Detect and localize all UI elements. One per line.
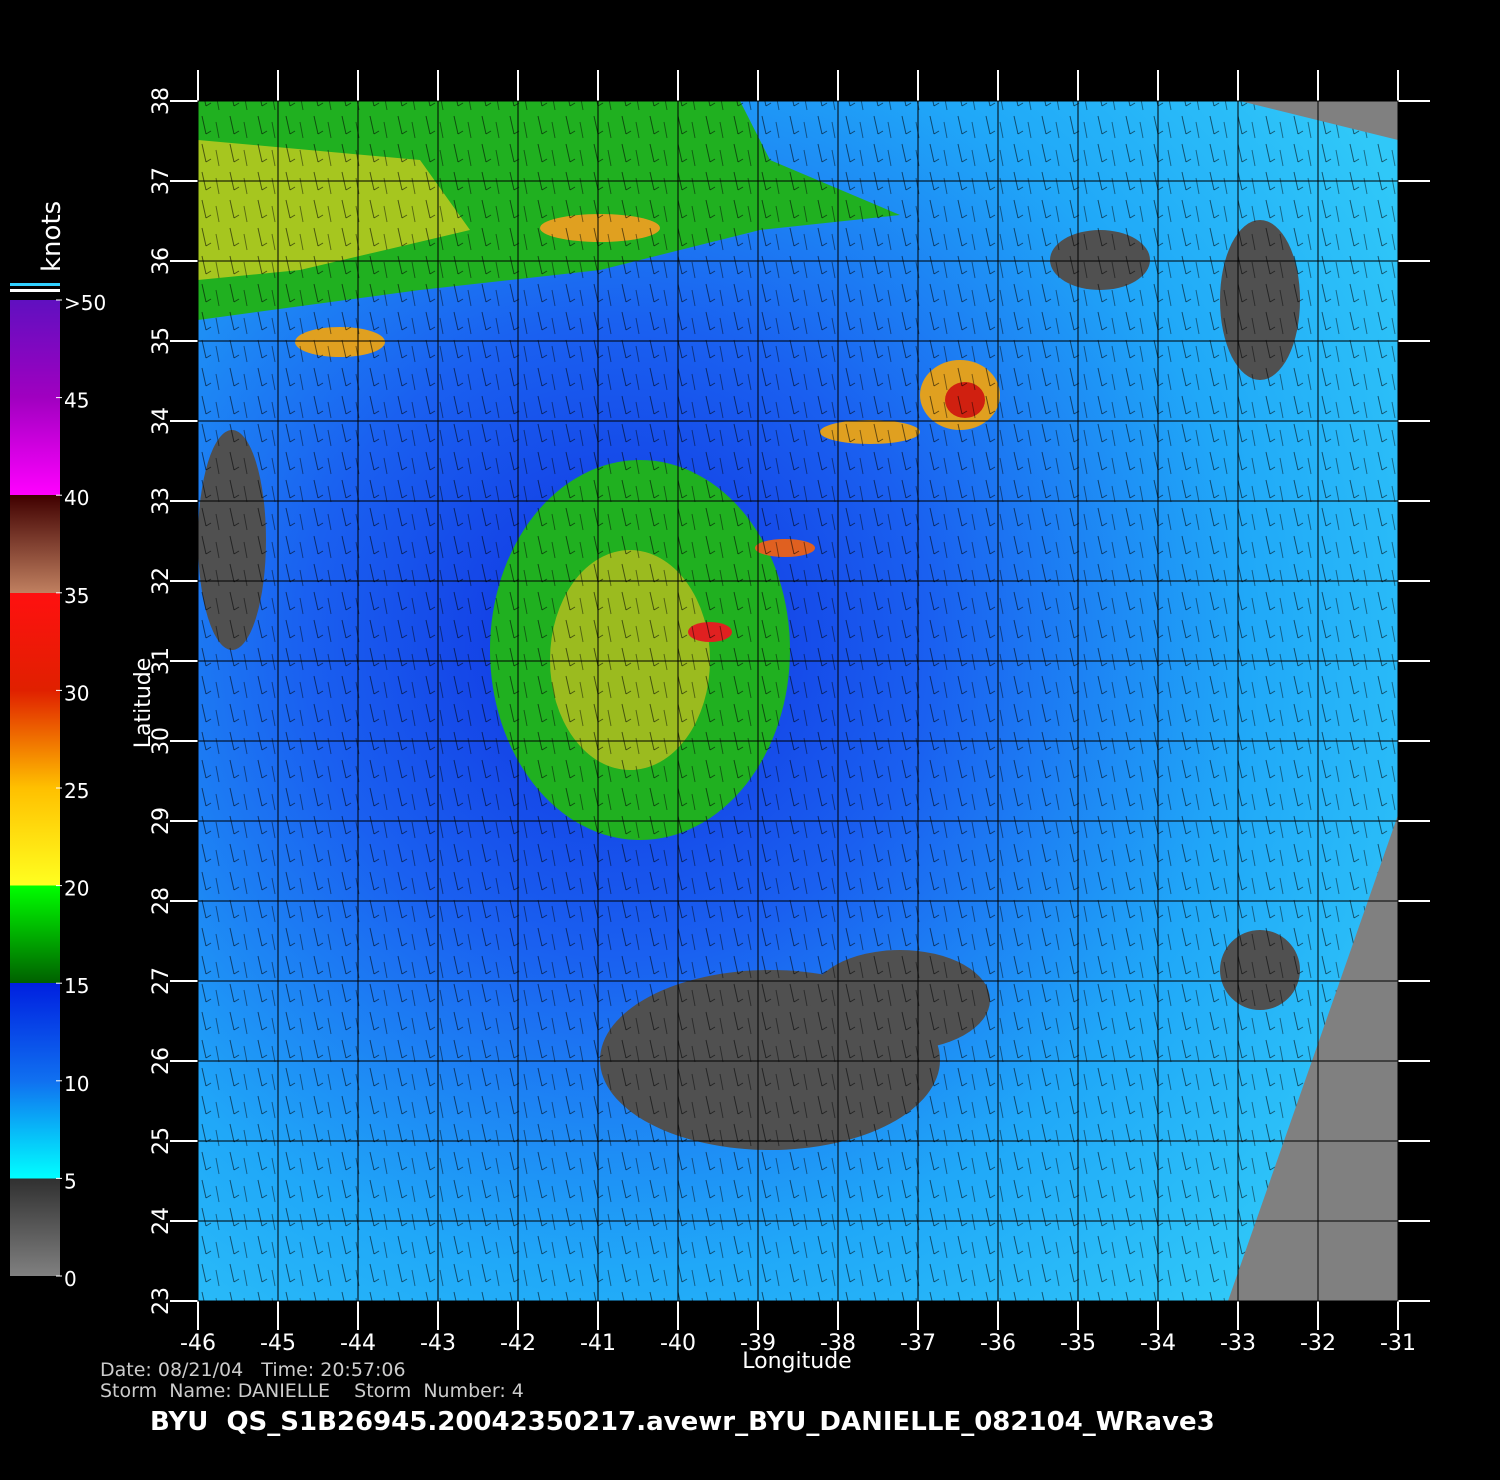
- x-tick-label: -32: [1300, 1331, 1336, 1356]
- y-tick-label: 23: [149, 1287, 174, 1315]
- colorbar-tick-label: 15: [64, 974, 89, 998]
- plot-frame: [197, 100, 1399, 1302]
- date-line: Date: 08/21/04 Time: 20:57:06: [100, 1359, 406, 1381]
- y-tick-label: 27: [149, 967, 174, 995]
- axes: -46 -45 -44 -43 -42 -41 -40 -39 -38 -37 -36 -35 -34 -…: [149, 70, 1430, 1356]
- y-tick-label: 37: [149, 167, 174, 195]
- colorbar-tick-label: 45: [64, 389, 89, 413]
- x-tick-label: -43: [420, 1331, 456, 1356]
- x-tick-label: -39: [740, 1331, 776, 1356]
- colorbar-tick-label: 35: [64, 584, 89, 608]
- y-tick-label: 31: [149, 647, 174, 675]
- y-tick-label: 24: [149, 1207, 174, 1235]
- storm-line: Storm Name: DANIELLE Storm Number: 4: [100, 1380, 524, 1402]
- x-tick-label: -45: [260, 1331, 296, 1356]
- footer-title: BYU QS_S1B26945.20042350217.avewr_BYU_DA…: [150, 1407, 1215, 1437]
- colorbar-tick-label: 40: [64, 486, 89, 510]
- y-axis-label: Latitude: [131, 658, 156, 749]
- colorbar: [10, 300, 60, 1276]
- x-tick-label: -37: [900, 1331, 936, 1356]
- colorbar-cap: [10, 289, 60, 292]
- colorbar-cap: [10, 283, 60, 286]
- y-tick-label: 30: [149, 727, 174, 755]
- colorbar-tick-label: 10: [64, 1072, 89, 1096]
- x-tick-label: -42: [500, 1331, 536, 1356]
- colorbar-tick-label: 25: [64, 779, 89, 803]
- x-tick-label: -41: [580, 1331, 616, 1356]
- y-tick-label: 35: [149, 327, 174, 355]
- y-tick-label: 33: [149, 487, 174, 515]
- x-tick-label: -33: [1220, 1331, 1256, 1356]
- x-tick-label: -46: [180, 1331, 216, 1356]
- y-tick-label: 29: [149, 807, 174, 835]
- colorbar-tick-label: 5: [64, 1169, 77, 1193]
- x-tick-label: -44: [340, 1331, 376, 1356]
- x-tick-label: -36: [980, 1331, 1016, 1356]
- colorbar-title: knots: [37, 201, 67, 272]
- y-tick-label: 36: [149, 247, 174, 275]
- colorbar-tick-label: 30: [64, 681, 89, 705]
- y-tick-label: 34: [149, 407, 174, 435]
- x-tick-label: -38: [820, 1331, 856, 1356]
- x-tick-label: -31: [1380, 1331, 1416, 1356]
- x-tick-label: -40: [660, 1331, 696, 1356]
- x-axis-label: Longitude: [742, 1349, 851, 1374]
- colorbar-tick-label: 20: [64, 877, 89, 901]
- x-tick-label: -35: [1060, 1331, 1096, 1356]
- wind-field-image: [198, 101, 1398, 1301]
- y-tick-label: 32: [149, 567, 174, 595]
- colorbar-tick-label: 0: [64, 1267, 77, 1291]
- y-tick-label: 28: [149, 887, 174, 915]
- y-tick-label: 26: [149, 1047, 174, 1075]
- colorbar-tick-label: >50: [64, 291, 106, 315]
- x-tick-label: -34: [1140, 1331, 1176, 1356]
- y-tick-label: 25: [149, 1127, 174, 1155]
- y-tick-label: 38: [149, 87, 174, 115]
